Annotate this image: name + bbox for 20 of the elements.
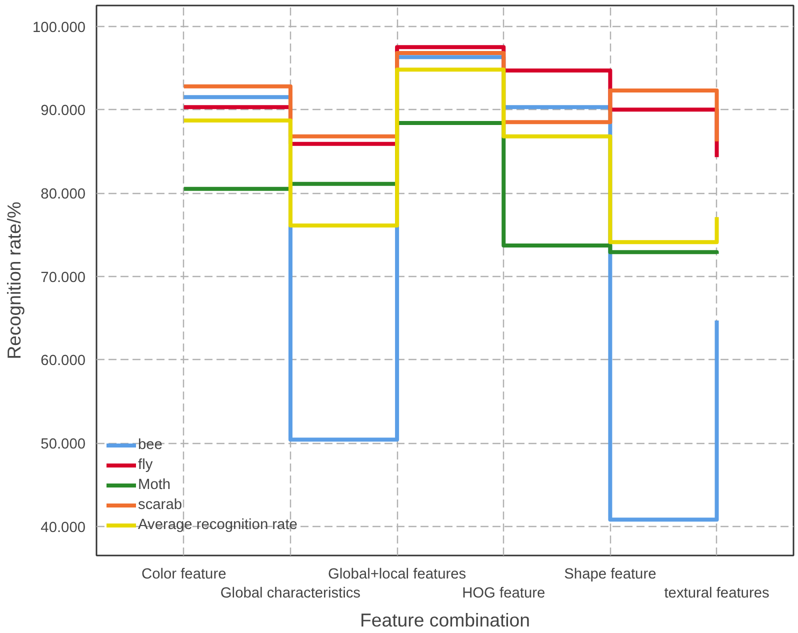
x-axis-title: Feature combination	[360, 610, 530, 631]
x-tick-label: Global+local features	[328, 566, 466, 582]
x-tick-label: Global characteristics	[220, 586, 361, 602]
y-tick-label: 90.000	[40, 103, 86, 120]
y-tick-label: 40.000	[40, 520, 86, 536]
y-axis-title: Recognition rate/%	[4, 202, 25, 360]
y-tick-label: 50.000	[40, 436, 86, 452]
legend-label: fly	[138, 457, 154, 473]
x-tick-label: HOG feature	[462, 586, 546, 602]
legend-label: bee	[138, 437, 162, 453]
y-tick-label: 80.000	[40, 186, 86, 202]
y-tick-label: 100.000	[32, 20, 86, 36]
legend-label: Average recognition rate	[138, 517, 298, 533]
y-tick-label: 60.000	[40, 353, 86, 370]
y-tick-label: 70.000	[40, 270, 86, 286]
x-tick-label: Shape feature	[564, 566, 656, 582]
legend-label: scarab	[138, 497, 182, 513]
legend-label: Moth	[138, 477, 171, 493]
x-tick-label: textural features	[664, 586, 770, 602]
x-tick-label: Color feature	[142, 566, 226, 582]
